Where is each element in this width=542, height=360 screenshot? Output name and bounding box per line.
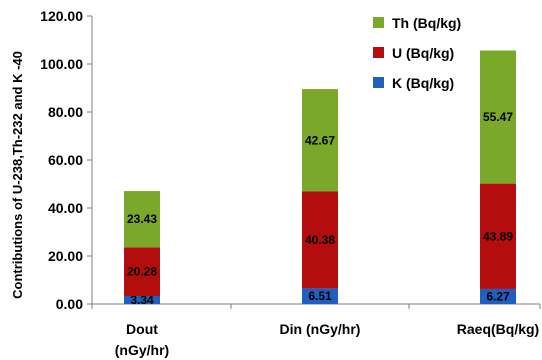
bar-segment [302, 191, 338, 289]
data-label: 40.38 [305, 233, 335, 247]
bar-segment [302, 89, 338, 192]
x-tick-label: Raeq(Bq/kg) [457, 321, 539, 337]
legend-label: Th (Bq/kg) [392, 15, 461, 31]
legend-swatch [373, 77, 384, 88]
data-label: 43.89 [483, 229, 513, 243]
y-tick-label: 120.00 [40, 8, 83, 24]
data-label: 6.27 [486, 289, 510, 303]
bar-segment [480, 288, 516, 304]
legend-swatch [373, 47, 384, 58]
data-label: 6.51 [308, 289, 332, 303]
legend: Th (Bq/kg) U (Bq/kg) K (Bq/kg) [373, 15, 461, 91]
y-tick-label: 100.00 [40, 56, 83, 72]
bar-segment [480, 183, 516, 289]
data-label: 55.47 [483, 110, 513, 124]
bar-segment [124, 295, 160, 304]
y-tick-label: 20.00 [48, 248, 83, 264]
x-tick-label: Dout (nGy/hr) [115, 321, 169, 358]
bar-segment [124, 247, 160, 296]
data-label: 20.28 [127, 265, 157, 279]
plot-area: 0.00 20.00 40.00 60.00 80.00 100.00 120.00 3.34… [40, 8, 541, 358]
y-tick-label: 60.00 [48, 152, 83, 168]
x-tick-label-line: Raeq(Bq/kg) [457, 321, 539, 337]
legend-label: U (Bq/kg) [392, 45, 454, 61]
x-tick-label: Din (nGy/hr) [280, 321, 361, 337]
bar-segment [480, 50, 516, 184]
x-tick-label-line: Din (nGy/hr) [280, 321, 361, 337]
x-tick-label-line: (nGy/hr) [115, 342, 169, 358]
legend-label: K (Bq/kg) [392, 75, 454, 91]
data-label: 23.43 [127, 212, 157, 226]
data-label: 3.34 [130, 293, 154, 307]
y-tick-label: 40.00 [48, 200, 83, 216]
x-tick-label-line: Dout [126, 321, 158, 337]
y-tick-label: 0.00 [56, 296, 83, 312]
y-axis-label: Contributions of U-238,Th-232 and K -40 [10, 51, 25, 299]
bar-segment [302, 288, 338, 304]
bar-segment [124, 191, 160, 248]
legend-swatch [373, 17, 384, 28]
data-label: 42.67 [305, 133, 335, 147]
y-tick-label: 80.00 [48, 104, 83, 120]
